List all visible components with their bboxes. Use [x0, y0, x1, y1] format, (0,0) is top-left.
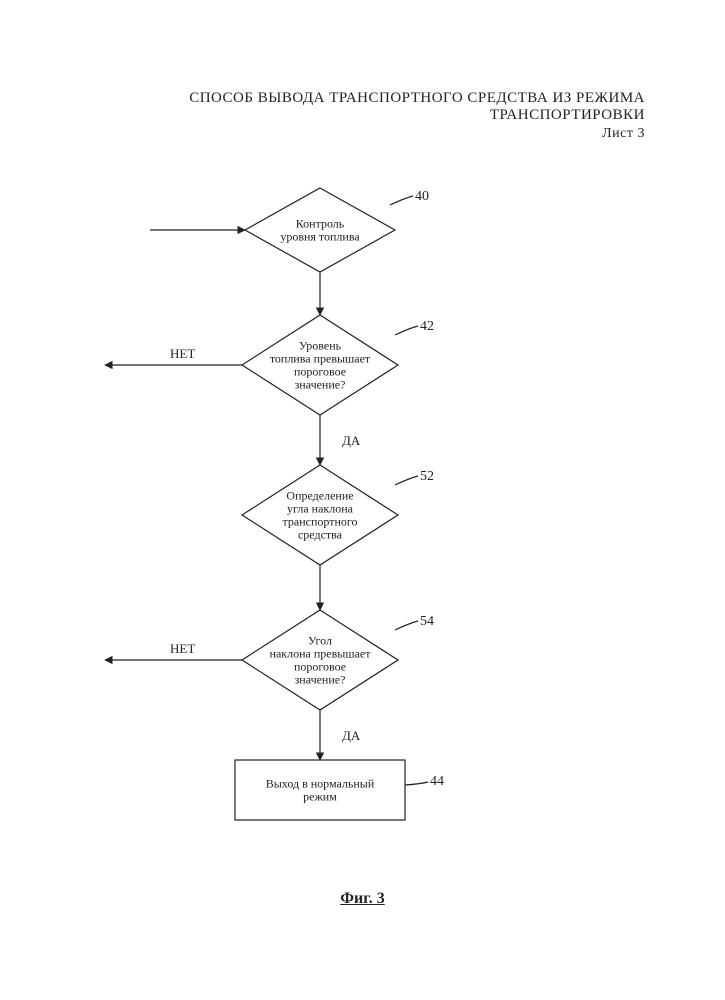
flowchart: Контрольуровня топлива 40 Уровеньтоплива п…: [50, 170, 570, 870]
edge-label: ДА: [342, 433, 361, 448]
node-text: Угол: [308, 634, 332, 648]
node-text: Выход в нормальный: [266, 777, 375, 791]
edge-label: НЕТ: [170, 346, 195, 361]
ref-leader: [395, 621, 418, 630]
figure-caption: Фиг. 3: [0, 890, 725, 908]
edge-label: ДА: [342, 728, 361, 743]
node-text: пороговое: [294, 365, 346, 379]
ref-leader: [395, 326, 418, 335]
node-text: значение?: [295, 673, 346, 687]
ref-number: 40: [415, 189, 429, 204]
ref-leader: [405, 782, 428, 785]
ref-leader: [390, 196, 413, 205]
node-text: наклона превышает: [270, 647, 372, 661]
node-text: транспортного: [282, 515, 357, 529]
ref-number: 44: [430, 774, 444, 789]
title-line-2: ТРАНСПОРТИРОВКИ: [90, 107, 645, 124]
title-line-1: СПОСОБ ВЫВОДА ТРАНСПОРТНОГО СРЕДСТВА ИЗ …: [90, 90, 645, 107]
page-title-block: СПОСОБ ВЫВОДА ТРАНСПОРТНОГО СРЕДСТВА ИЗ …: [90, 90, 645, 142]
node-text: средства: [298, 528, 343, 542]
ref-number: 54: [420, 614, 434, 629]
page: СПОСОБ ВЫВОДА ТРАНСПОРТНОГО СРЕДСТВА ИЗ …: [0, 0, 725, 1000]
node-text: пороговое: [294, 660, 346, 674]
node-text: Определение: [286, 489, 353, 503]
ref-number: 52: [420, 469, 434, 484]
node-text: режим: [303, 790, 337, 804]
sheet-label: Лист 3: [90, 126, 645, 142]
edge-label: НЕТ: [170, 641, 195, 656]
node-text: Контроль: [296, 217, 345, 231]
node-text: Уровень: [299, 339, 342, 353]
node-text: уровня топлива: [280, 230, 360, 244]
node-text: угла наклона: [287, 502, 354, 516]
node-text: значение?: [295, 378, 346, 392]
ref-number: 42: [420, 319, 434, 334]
node-text: топлива превышает: [270, 352, 371, 366]
ref-leader: [395, 476, 418, 485]
